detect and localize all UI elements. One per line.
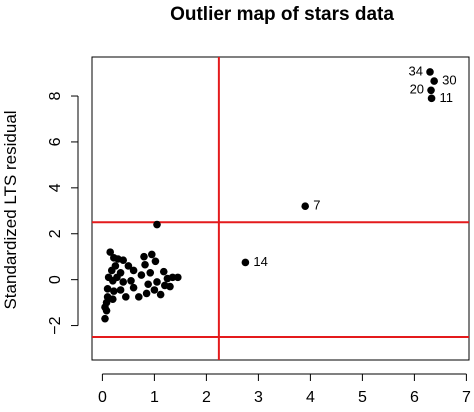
x-tick-label: 4 bbox=[306, 389, 315, 406]
data-point bbox=[174, 273, 182, 282]
data-point bbox=[301, 202, 310, 211]
data-point bbox=[241, 258, 250, 267]
x-tick-label: 1 bbox=[150, 389, 159, 406]
point-label-30: 30 bbox=[442, 73, 456, 88]
point-label-11: 11 bbox=[440, 90, 454, 105]
data-point bbox=[168, 273, 177, 282]
x-tick-label: 5 bbox=[358, 389, 367, 406]
data-point bbox=[116, 286, 125, 294]
plot-frame bbox=[91, 56, 470, 361]
data-point bbox=[102, 306, 111, 315]
data-point bbox=[140, 252, 148, 261]
data-point bbox=[110, 287, 118, 295]
data-point bbox=[135, 293, 143, 301]
x-tick-label: 6 bbox=[410, 389, 419, 406]
y-axis: −2 0 2 4 6 8 bbox=[47, 91, 79, 335]
data-point bbox=[119, 278, 127, 286]
y-tick-label: 2 bbox=[47, 229, 64, 238]
y-axis-label: Standardized LTS residual bbox=[1, 110, 20, 309]
x-tick-label: 2 bbox=[202, 389, 211, 406]
data-point bbox=[122, 293, 130, 301]
point-labels: 34 30 20 11 7 14 bbox=[253, 63, 456, 269]
data-point bbox=[127, 277, 135, 285]
data-point bbox=[146, 268, 155, 277]
data-point bbox=[124, 262, 133, 270]
data-point bbox=[144, 280, 152, 289]
point-label-7: 7 bbox=[313, 198, 320, 213]
x-tick-label: 3 bbox=[254, 389, 263, 406]
data-point bbox=[427, 86, 435, 95]
data-point bbox=[148, 250, 156, 259]
y-tick-label: 8 bbox=[47, 91, 64, 100]
y-tick-label: 0 bbox=[47, 275, 64, 284]
data-point bbox=[101, 314, 109, 323]
data-points bbox=[101, 68, 438, 323]
data-point bbox=[106, 248, 114, 256]
data-point bbox=[166, 282, 174, 291]
data-point bbox=[151, 257, 160, 266]
point-label-20: 20 bbox=[410, 82, 424, 97]
data-point bbox=[103, 285, 112, 293]
data-point bbox=[137, 271, 146, 279]
data-point bbox=[109, 295, 117, 303]
data-point bbox=[119, 256, 127, 264]
data-point bbox=[129, 283, 138, 292]
x-tick-label: 0 bbox=[98, 389, 107, 406]
cutoff-lines bbox=[92, 57, 469, 360]
chart-title: Outlier map of stars data bbox=[170, 4, 394, 25]
data-point bbox=[141, 260, 149, 269]
data-point bbox=[153, 220, 161, 229]
data-point bbox=[113, 273, 121, 282]
y-tick-label: 6 bbox=[47, 137, 64, 146]
data-point bbox=[129, 266, 138, 275]
point-label-14: 14 bbox=[253, 254, 267, 269]
x-tick-label: 7 bbox=[462, 389, 471, 406]
data-point bbox=[159, 267, 168, 276]
y-tick-label: 4 bbox=[47, 183, 64, 192]
data-point bbox=[426, 68, 434, 76]
data-point bbox=[142, 289, 151, 298]
data-point bbox=[427, 94, 436, 103]
data-point bbox=[430, 77, 438, 85]
data-point bbox=[107, 266, 116, 275]
data-point bbox=[150, 286, 159, 294]
y-tick-label: −2 bbox=[47, 316, 64, 334]
data-point bbox=[156, 290, 165, 299]
x-axis: 0 1 2 3 4 5 6 7 bbox=[98, 373, 471, 406]
point-label-34: 34 bbox=[409, 63, 423, 78]
data-point bbox=[153, 278, 161, 286]
